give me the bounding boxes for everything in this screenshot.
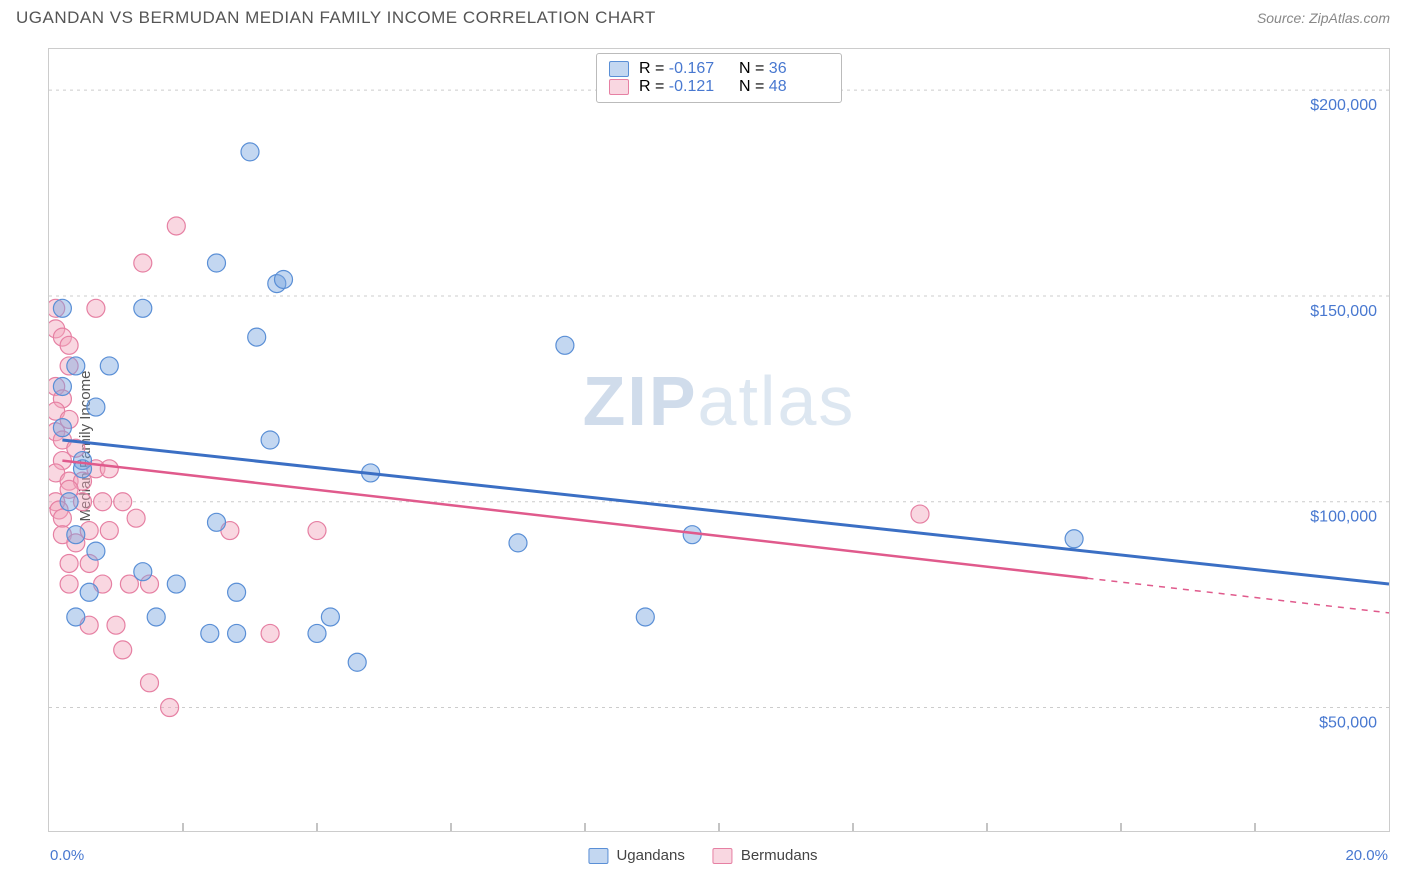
x-axis-max-label: 20.0% — [1345, 847, 1388, 864]
source-label: Source: ZipAtlas.com — [1257, 10, 1390, 26]
scatter-plot: $50,000 $100,000 $150,000 $200,000 — [49, 49, 1389, 831]
correlation-legend: R = -0.167 N = 36 R = -0.121 N = 48 — [596, 53, 842, 103]
legend-label-bermudans: Bermudans — [741, 847, 818, 864]
legend-swatch-ugandans — [609, 61, 629, 77]
series-legend: Ugandans Bermudans — [588, 847, 817, 864]
legend-swatch-bermudans — [609, 79, 629, 95]
svg-text:$100,000: $100,000 — [1310, 509, 1377, 526]
svg-text:$50,000: $50,000 — [1319, 715, 1377, 732]
chart-area: $50,000$100,000$150,000$200,000 ZIPatlas… — [48, 48, 1390, 832]
x-axis-min-label: 0.0% — [50, 847, 84, 864]
legend-swatch-bermudans — [713, 848, 733, 864]
legend-label-ugandans: Ugandans — [616, 847, 684, 864]
legend-swatch-ugandans — [588, 848, 608, 864]
svg-text:$200,000: $200,000 — [1310, 97, 1377, 114]
svg-text:$150,000: $150,000 — [1310, 303, 1377, 320]
chart-title: UGANDAN VS BERMUDAN MEDIAN FAMILY INCOME… — [16, 8, 656, 28]
